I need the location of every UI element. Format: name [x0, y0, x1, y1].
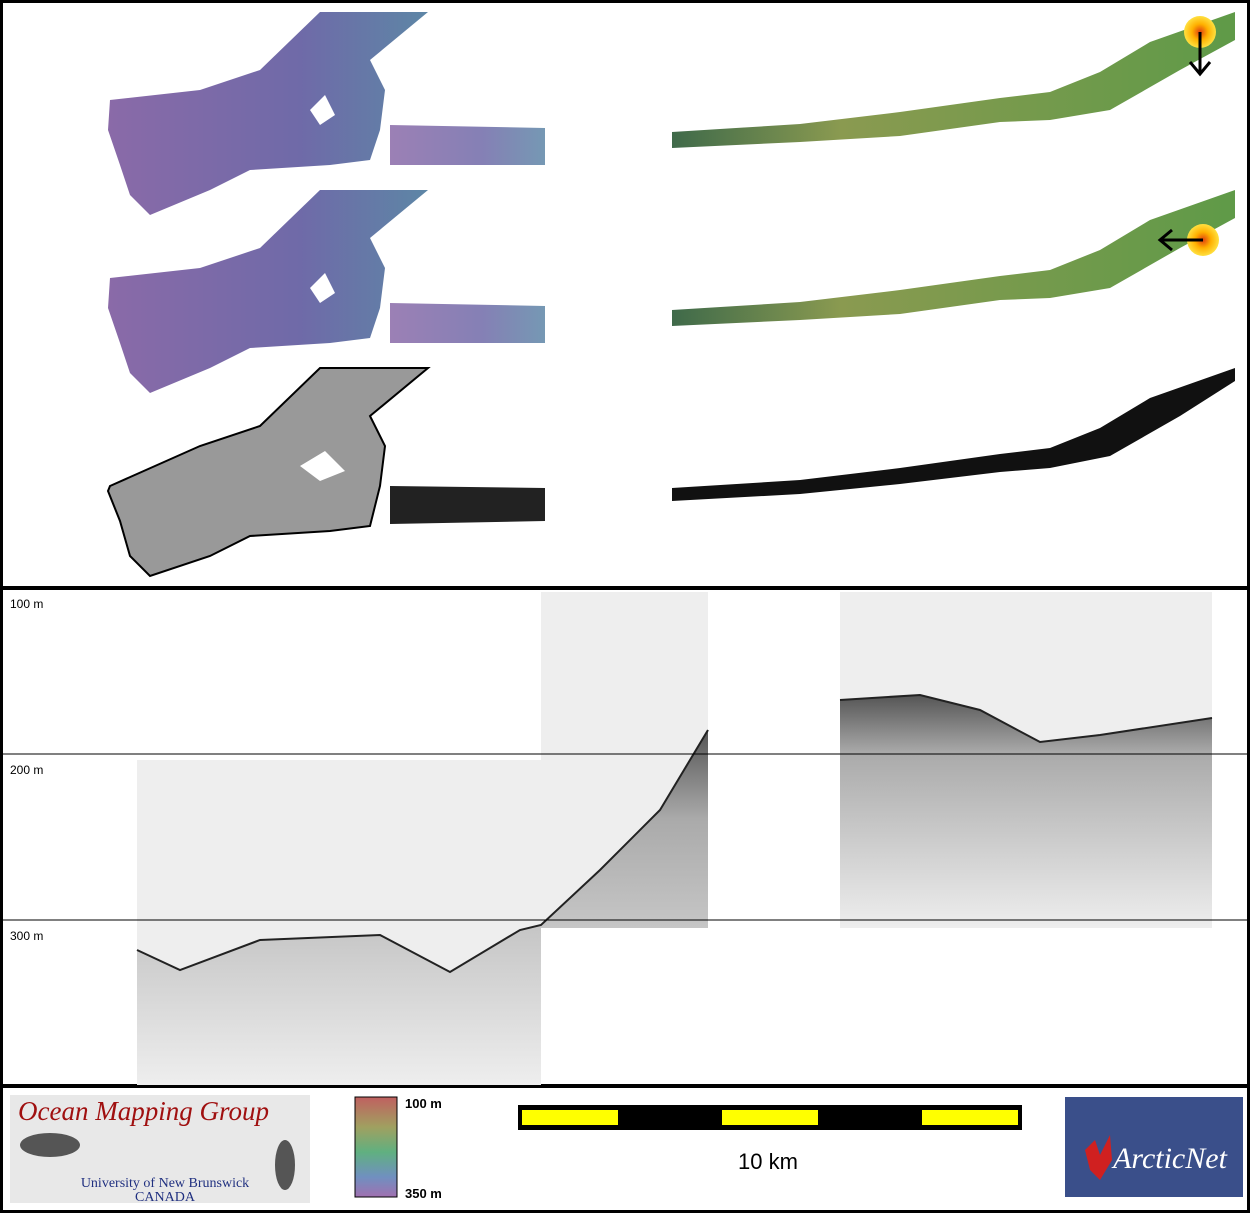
seabed: [137, 730, 708, 1085]
depth-label: 300 m: [10, 929, 43, 943]
scale-bar-segment: [922, 1110, 1018, 1125]
bathymetry-row: [108, 12, 1235, 215]
logo-shape: [20, 1133, 80, 1157]
seabed: [840, 695, 1212, 928]
swath: [390, 303, 545, 343]
logo-title: Ocean Mapping Group: [18, 1096, 269, 1126]
logo-shape: [275, 1140, 295, 1190]
logo-university: University of New Brunswick: [81, 1176, 249, 1191]
swath: [672, 190, 1235, 326]
swath: [108, 190, 428, 393]
scale-bar: 10 km: [518, 1105, 1022, 1174]
depth-label: 200 m: [10, 763, 43, 777]
scale-bar-segment: [522, 1110, 618, 1125]
omg-logo: Ocean Mapping Group University of New Br…: [10, 1095, 310, 1205]
swath: [106, 367, 431, 578]
bathymetry-row: [108, 190, 1235, 393]
gap: [310, 273, 335, 303]
swath: [390, 125, 545, 165]
seabed-line: [839, 693, 1213, 744]
swath: [390, 486, 545, 524]
logo-title: ArcticNet: [1111, 1142, 1228, 1175]
gap: [310, 95, 335, 125]
arrow: [1157, 228, 1203, 252]
arcticnet-logo: ArcticNet: [1065, 1097, 1243, 1197]
scale-bar-segment: [722, 1110, 818, 1125]
maple-leaf: [1085, 1135, 1112, 1180]
scale-label: 10 km: [738, 1149, 798, 1174]
seabed-line: [136, 729, 709, 974]
swath: [672, 12, 1235, 148]
colorbar-label: 350 m: [405, 1186, 442, 1201]
logo-country: CANADA: [135, 1190, 196, 1205]
colorbar: [354, 1096, 398, 1198]
profile: 100 m 200 m 300 m: [0, 592, 1250, 1085]
swath: [108, 12, 428, 215]
backscatter-row: [106, 367, 1235, 578]
arrow: [1188, 32, 1212, 77]
colorbar-label: 100 m: [405, 1096, 442, 1111]
gap: [300, 451, 345, 481]
depth-label: 100 m: [10, 597, 43, 611]
swath: [672, 368, 1235, 501]
